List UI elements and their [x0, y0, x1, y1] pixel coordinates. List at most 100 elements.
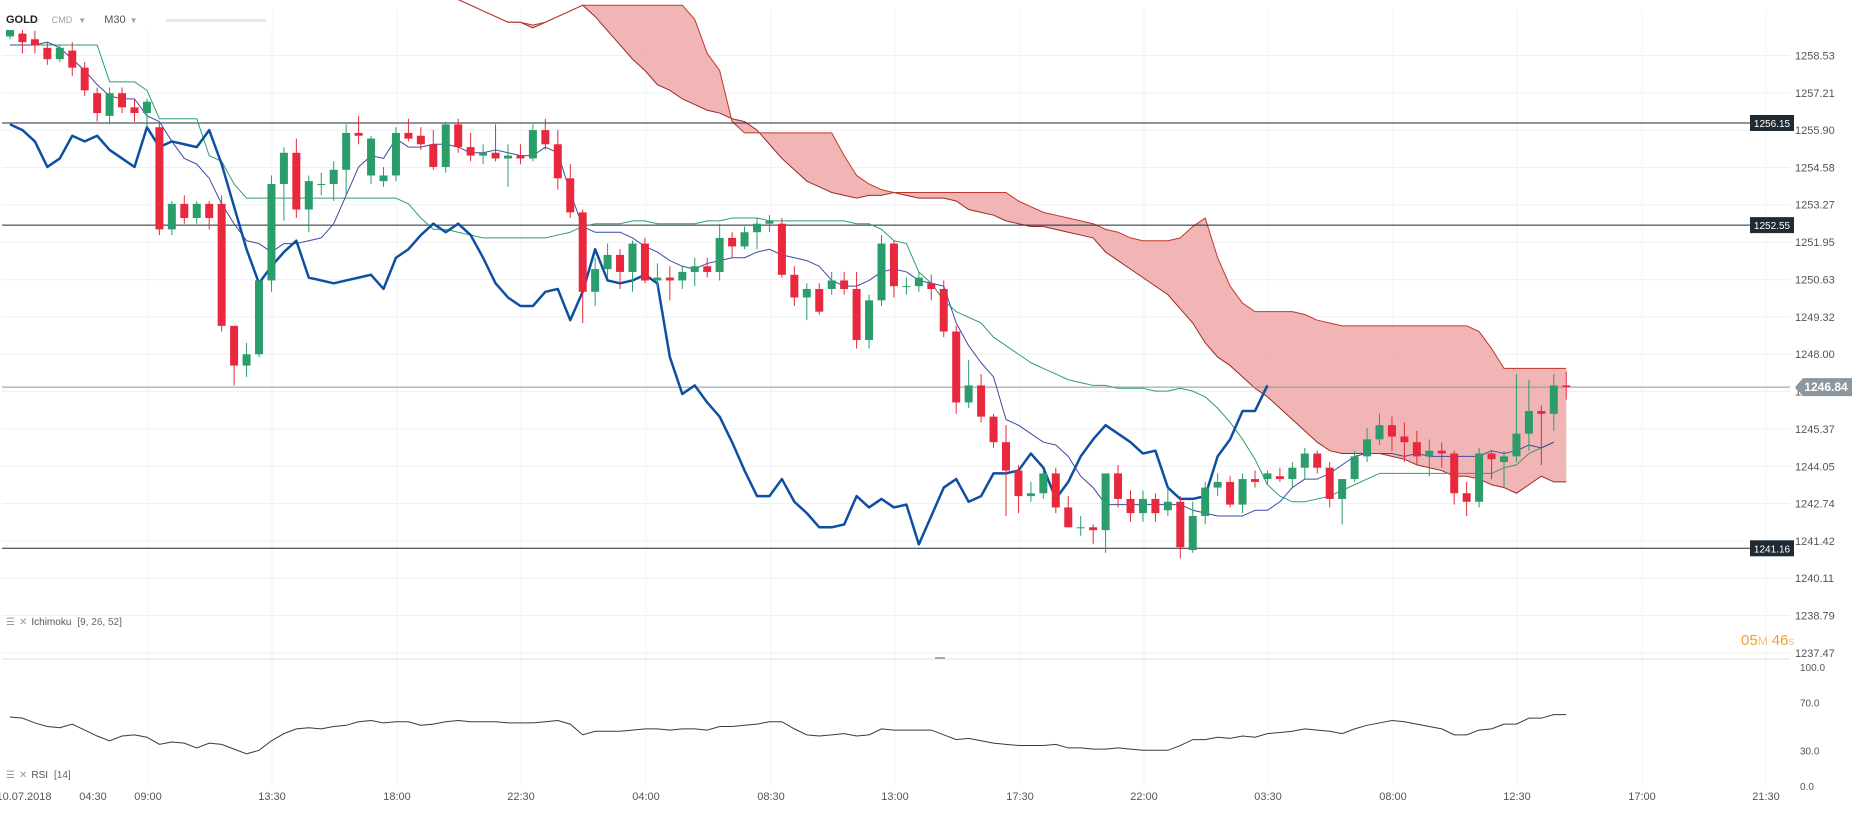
close-icon[interactable]: ✕ [18, 770, 28, 781]
countdown-seconds: 46 [1771, 632, 1789, 649]
candle-body [1288, 467, 1297, 480]
rsi-indicator-label[interactable]: ☰ ✕ RSI [14] [6, 770, 71, 781]
rsi-tick-label: 30.0 [1800, 746, 1820, 757]
countdown-minutes: 05 [1741, 632, 1758, 649]
candle-body [391, 132, 400, 176]
rsi-tick-label: 100.0 [1800, 663, 1825, 674]
candle-body [43, 47, 52, 60]
candle-body [1462, 493, 1471, 502]
candle-body [665, 277, 674, 281]
candle-body [827, 280, 836, 289]
instrument-type-label: CMD [51, 15, 73, 25]
price-tick-label: 1251.95 [1795, 237, 1835, 249]
menu-icon[interactable]: ☰ [6, 617, 15, 628]
rsi-line [9, 714, 1567, 755]
horizontal-line-price-tag-bg [1750, 540, 1794, 557]
ichimoku-name: Ichimoku [31, 617, 72, 628]
candle-body [155, 127, 164, 230]
candle-body [1437, 450, 1446, 454]
horizontal-line-price-tag-bg [1750, 217, 1794, 234]
candle-body [105, 93, 114, 116]
candle-body [1176, 501, 1185, 548]
candle-body [279, 152, 288, 184]
candle-body [1400, 436, 1409, 443]
price-tick-label: 1257.21 [1795, 88, 1835, 100]
candle-body [1524, 410, 1533, 434]
candle-body [55, 47, 64, 60]
candle-body [1089, 527, 1098, 531]
ichimoku-indicator-label[interactable]: ☰ ✕ Ichimoku [9, 26, 52] [6, 617, 122, 628]
candle-body [640, 243, 649, 281]
candle-body [1101, 473, 1110, 531]
time-tick-label: 13:30 [258, 791, 286, 803]
candle-body [404, 132, 413, 139]
candle-body [1512, 433, 1521, 457]
candle-body [118, 93, 127, 108]
ichimoku-params: [9, 26, 52] [77, 617, 122, 628]
candle-body [740, 232, 749, 247]
candle-body [715, 237, 724, 272]
price-tick-label: 1238.79 [1795, 611, 1835, 623]
countdown-seconds-unit: s [1788, 634, 1795, 648]
candle-body [1201, 487, 1210, 516]
ichimoku-cloud [142, 0, 1567, 494]
symbol-label[interactable]: GOLD [6, 14, 38, 26]
time-tick-label: 08:00 [1379, 791, 1407, 803]
rsi-panel [9, 714, 1567, 755]
rsi-name: RSI [31, 770, 49, 781]
candle-body [989, 416, 998, 443]
candle-body [504, 155, 512, 159]
candle-body [367, 138, 376, 176]
header-divider [165, 18, 266, 22]
close-icon[interactable]: ✕ [18, 617, 28, 628]
candle-body [1014, 470, 1023, 497]
time-tick-label: 10.07.2018 [0, 791, 52, 803]
candle-body [1300, 453, 1309, 468]
candle-body [977, 385, 986, 417]
countdown-minutes-unit: M [1757, 634, 1768, 648]
candle-body [1338, 479, 1347, 499]
candle-body [267, 183, 276, 281]
candle-body [1151, 498, 1160, 514]
candle-body [591, 269, 600, 292]
price-tick-label: 1258.53 [1795, 50, 1835, 62]
chevron-down-icon[interactable]: ▼ [78, 15, 87, 25]
candle-body [1363, 439, 1372, 457]
price-tick-label: 1245.37 [1795, 424, 1835, 436]
candle-body [93, 93, 102, 114]
chevron-down-icon[interactable]: ▼ [129, 15, 138, 25]
candle-body [130, 107, 139, 114]
candle-body [927, 283, 936, 289]
candle-body [1562, 385, 1571, 388]
timeframe-selector[interactable]: M30 [104, 14, 126, 26]
candle-body [889, 243, 898, 287]
candle-body [603, 254, 612, 270]
candle-body [628, 243, 637, 272]
candle-body [541, 130, 550, 145]
price-tick-label: 1255.90 [1795, 125, 1835, 137]
candle-body [902, 286, 911, 288]
candle-body [765, 220, 774, 224]
price-tick-label: 1253.27 [1795, 200, 1835, 212]
candle-body [205, 203, 214, 219]
horizontal-lines [2, 122, 1790, 549]
candle-body [1487, 453, 1496, 460]
time-tick-label: 03:30 [1254, 791, 1282, 803]
candle-body [192, 203, 201, 219]
time-tick-label: 12:30 [1503, 791, 1531, 803]
candle-body [1138, 498, 1147, 514]
candle-body [1450, 453, 1459, 494]
candle-body [1549, 385, 1558, 414]
candle-body [1313, 453, 1322, 468]
candle-body [1076, 527, 1085, 529]
menu-icon[interactable]: ☰ [6, 770, 15, 781]
grid [2, 10, 1790, 786]
time-tick-label: 22:30 [507, 791, 535, 803]
candle-body [491, 152, 500, 159]
candle-body [80, 67, 89, 91]
rsi-tick-label: 70.0 [1800, 699, 1820, 710]
candle-body [1238, 479, 1247, 505]
rsi-tick-label: 0.0 [1800, 782, 1814, 793]
candle-body [1500, 456, 1508, 463]
